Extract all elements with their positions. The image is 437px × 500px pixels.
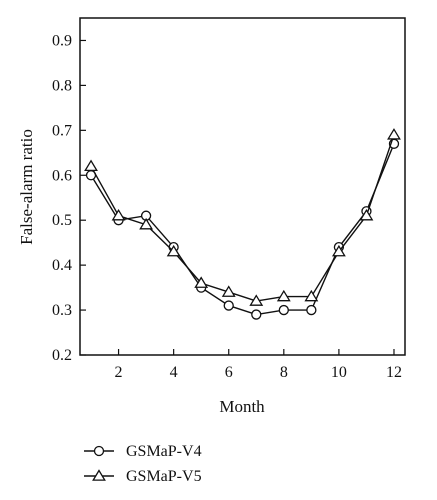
legend-item: GSMaP-V4 — [84, 443, 202, 460]
series-layer — [84, 128, 401, 320]
data-point — [166, 244, 181, 257]
x-tick-label: 4 — [170, 364, 178, 381]
data-point — [194, 276, 209, 288]
data-point — [84, 159, 98, 172]
series-1 — [85, 138, 400, 320]
y-tick-label: 0.6 — [52, 167, 72, 184]
y-tick-label: 0.2 — [52, 347, 72, 364]
legend-label: GSMaP-V5 — [126, 468, 202, 485]
x-tick-label: 12 — [386, 364, 402, 381]
data-point — [249, 294, 264, 306]
plot-frame — [79, 17, 406, 356]
y-axis: 0.2 0.3 0.4 0.5 0.6 0.7 0.8 0.9 — [52, 32, 86, 364]
legend-item: GSMaP-V5 — [84, 468, 202, 485]
x-axis: 2 4 6 8 10 12 — [115, 349, 402, 381]
data-point — [359, 208, 374, 221]
data-point — [387, 128, 401, 140]
data-point — [251, 309, 262, 320]
data-point — [278, 304, 289, 316]
y-tick-label: 0.5 — [52, 212, 72, 229]
y-tick-label: 0.7 — [52, 122, 72, 139]
data-point — [306, 304, 317, 316]
data-point — [139, 217, 154, 230]
legend-marker — [92, 469, 106, 481]
x-tick-label: 2 — [115, 364, 123, 381]
series-2 — [84, 128, 401, 306]
y-tick-label: 0.9 — [52, 32, 72, 49]
series-line — [90, 143, 395, 316]
y-tick-label: 0.4 — [52, 257, 72, 274]
x-axis-title: Month — [219, 397, 265, 416]
y-tick-label: 0.8 — [52, 77, 72, 94]
data-point — [276, 289, 291, 302]
x-tick-label: 10 — [331, 364, 347, 381]
data-point — [304, 289, 319, 302]
data-point — [221, 285, 236, 297]
series-line — [90, 134, 395, 302]
legend-marker — [93, 445, 105, 457]
data-point — [111, 208, 126, 221]
legend: GSMaP-V4 GSMaP-V5 — [84, 443, 202, 485]
x-tick-label: 8 — [280, 364, 288, 381]
y-axis-title: False-alarm ratio — [17, 129, 36, 245]
data-point — [331, 244, 346, 257]
y-tick-label: 0.3 — [52, 302, 72, 319]
x-tick-label: 6 — [225, 364, 233, 381]
legend-label: GSMaP-V4 — [126, 443, 202, 460]
data-point — [223, 300, 234, 311]
